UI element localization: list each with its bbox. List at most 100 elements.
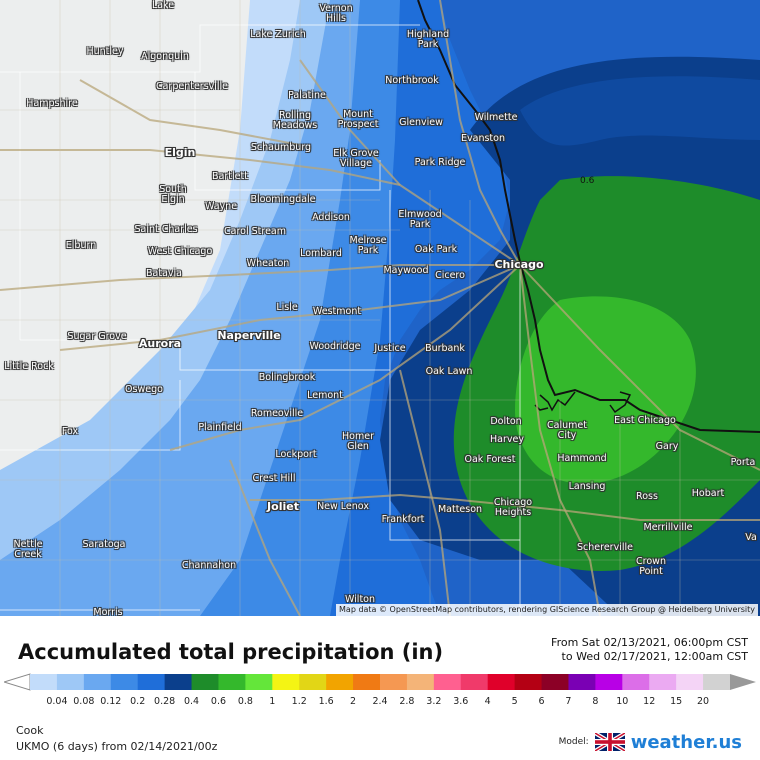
city-label-elgin: Elgin (164, 146, 196, 159)
city-label-elburn: Elburn (65, 240, 97, 251)
legend-swatch (460, 674, 489, 690)
precipitation-map[interactable]: 0.6 (0, 0, 760, 616)
city-label-maywood: Maywood (383, 265, 429, 276)
legend-swatch (649, 674, 677, 690)
city-label-saratoga: Saratoga (82, 539, 126, 550)
legend-tick-label: 6 (538, 696, 545, 707)
legend-tick-label: 20 (697, 696, 710, 707)
region-label: Cook (16, 724, 44, 737)
city-label-crown-point: Crown Point (636, 556, 666, 577)
city-label-lemont: Lemont (307, 390, 343, 401)
legend-swatch (595, 674, 623, 690)
city-label-hampshire: Hampshire (26, 98, 78, 109)
city-label-matteson: Matteson (437, 504, 483, 515)
legend-tick-label: 10 (616, 696, 629, 707)
state-border-segment (539, 391, 576, 412)
legend-swatch (30, 674, 58, 690)
legend-swatch (568, 674, 596, 690)
city-label-justice: Justice (374, 343, 406, 354)
city-label-merrillville: Merrillville (643, 522, 693, 533)
city-label-harvey: Harvey (490, 434, 524, 445)
city-label-vernon-hills: Vernon Hills (319, 3, 353, 24)
legend-swatch (380, 674, 408, 690)
brand-site: weather.us (630, 731, 742, 753)
city-label-bloomingdale: Bloomingdale (250, 194, 316, 205)
legend-swatch (137, 674, 166, 690)
city-label-carol-stream: Carol Stream (224, 226, 286, 237)
city-label-nettle-creek: Nettle Creek (13, 539, 43, 560)
city-label-woodridge: Woodridge (309, 341, 361, 352)
legend-swatch (110, 674, 139, 690)
city-label-bolingbrook: Bolingbrook (258, 372, 316, 383)
city-label-carpentersville: Carpentersville (155, 81, 229, 92)
city-label-channahon: Channahon (181, 560, 237, 571)
city-label-frankfort: Frankfort (381, 514, 425, 525)
city-label-rolling-meadows: Rolling Meadows (272, 110, 318, 131)
lake-michigan-shoreline (417, 0, 760, 433)
city-label-chicago: Chicago (494, 258, 544, 271)
city-label-valparaiso: Va (745, 532, 757, 543)
legend-panel: Accumulated total precipitation (in) Fro… (0, 616, 760, 760)
legend-swatch (622, 674, 650, 690)
city-label-oak-park: Oak Park (414, 244, 458, 255)
legend-swatch (218, 674, 246, 690)
city-label-huntley: Huntley (86, 46, 124, 57)
time-range: From Sat 02/13/2021, 06:00pm CST to Wed … (551, 636, 748, 664)
legend-tick-label: 1 (269, 696, 276, 707)
city-label-west-chicago: West Chicago (147, 246, 213, 257)
map-attribution[interactable]: Map data © OpenStreetMap contributors, r… (336, 604, 758, 616)
city-label-schererville: Schererville (577, 542, 633, 553)
city-label-east-chicago: East Chicago (614, 415, 676, 426)
city-label-naperville: Naperville (217, 329, 281, 342)
city-label-palatine: Palatine (288, 90, 326, 101)
city-label-park-ridge: Park Ridge (414, 157, 466, 168)
city-label-little-rock: Little Rock (4, 361, 54, 372)
legend-tick-label: 8 (592, 696, 599, 707)
color-scale-bar (4, 673, 756, 691)
city-label-wilmette: Wilmette (474, 112, 518, 123)
city-label-cicero: Cicero (435, 270, 465, 281)
legend-swatch (406, 674, 435, 690)
city-label-sugar-grove: Sugar Grove (67, 331, 127, 342)
legend-tick-label: 0.08 (73, 696, 95, 707)
legend-tick-label: 4 (484, 696, 491, 707)
city-label-new-lenox: New Lenox (317, 501, 369, 512)
city-label-joliet: Joliet (267, 500, 299, 513)
brand-block[interactable]: Model: weather.us (559, 730, 742, 754)
legend-tick-label: 0.8 (237, 696, 253, 707)
city-label-oak-forest: Oak Forest (464, 454, 516, 465)
city-label-lake: Lake (151, 0, 175, 11)
city-label-northbrook: Northbrook (385, 75, 439, 86)
legend-swatch (676, 674, 704, 690)
legend-tick-label: 1.6 (318, 696, 334, 707)
legend-swatch (245, 674, 273, 690)
city-label-westmont: Westmont (312, 306, 362, 317)
city-label-mount-prospect: Mount Prospect (337, 109, 379, 130)
legend-swatch (272, 674, 300, 690)
legend-tick-label: 0.12 (100, 696, 122, 707)
time-range-start: From Sat 02/13/2021, 06:00pm CST (551, 636, 748, 649)
legend-swatch (703, 674, 731, 690)
legend-swatch (514, 674, 543, 690)
city-label-portage: Porta (730, 457, 756, 468)
legend-tick-label: 12 (643, 696, 656, 707)
city-label-dolton: Dolton (490, 416, 522, 427)
legend-tick-label: 2 (350, 696, 357, 707)
legend-tick-label: 5 (511, 696, 518, 707)
legend-tick-label: 0.28 (154, 696, 176, 707)
legend-tick-label: 3.2 (426, 696, 442, 707)
legend-tick-label: 15 (670, 696, 683, 707)
legend-tick-label: 7 (565, 696, 572, 707)
city-label-lockport: Lockport (275, 449, 317, 460)
city-label-romeoville: Romeoville (250, 408, 304, 419)
map-title: Accumulated total precipitation (in) (18, 640, 444, 664)
model-label: Model: (558, 737, 589, 747)
city-label-burbank: Burbank (425, 343, 465, 354)
city-label-lake-zurich: Lake Zurich (250, 29, 306, 40)
city-label-highland-park: Highland Park (406, 29, 450, 50)
legend-swatch (541, 674, 569, 690)
city-label-aurora: Aurora (138, 337, 182, 350)
legend-swatch (326, 674, 354, 690)
color-scale-ticks: 0.04 0.08 0.12 0.2 0.28 0.4 0.6 0.8 1 1.2 1.6 2 2.4 2… (0, 696, 760, 710)
time-range-end: to Wed 02/17/2021, 12:00am CST (561, 650, 748, 663)
